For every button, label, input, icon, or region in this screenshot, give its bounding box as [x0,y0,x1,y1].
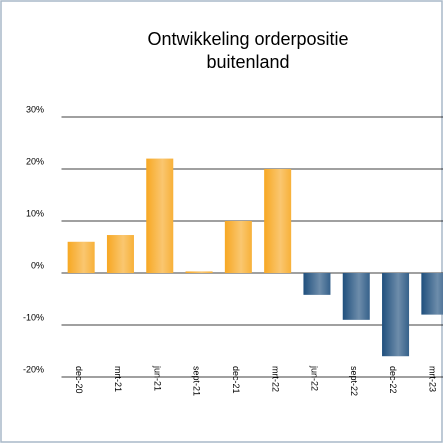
x-tick-label: mrt-22 [270,366,280,392]
y-tick-label: 10% [26,208,44,218]
bar-shine [67,241,95,273]
y-tick-label: 20% [26,156,44,166]
bar-shine [106,235,134,273]
x-tick-label: dec-20 [74,366,84,394]
bar-shine [185,271,213,273]
chart-title: buitenland [206,52,289,72]
x-tick-label: mrt-23 [427,366,437,392]
bar-shine [146,158,174,273]
y-tick-label: 0% [31,260,44,270]
bar-shine [303,273,331,295]
bar-shine [382,273,410,357]
x-tick-label: sept-22 [349,366,359,396]
x-tick-label: jun-21 [152,365,162,391]
bar-shine [224,221,252,273]
bar-shine [264,169,292,273]
bar-shine [342,273,370,320]
y-tick-label: 30% [26,104,44,114]
x-tick-label: dec-21 [231,366,241,394]
y-tick-label: -20% [23,364,44,374]
bar-shine [421,273,443,315]
y-tick-label: -10% [23,312,44,322]
x-tick-label: dec-22 [388,366,398,394]
x-tick-label: jun-22 [310,365,320,391]
x-tick-label: sept-21 [192,366,202,396]
x-tick-label: mrt-21 [113,366,123,392]
chart-title: Ontwikkeling orderpositie [147,29,348,49]
